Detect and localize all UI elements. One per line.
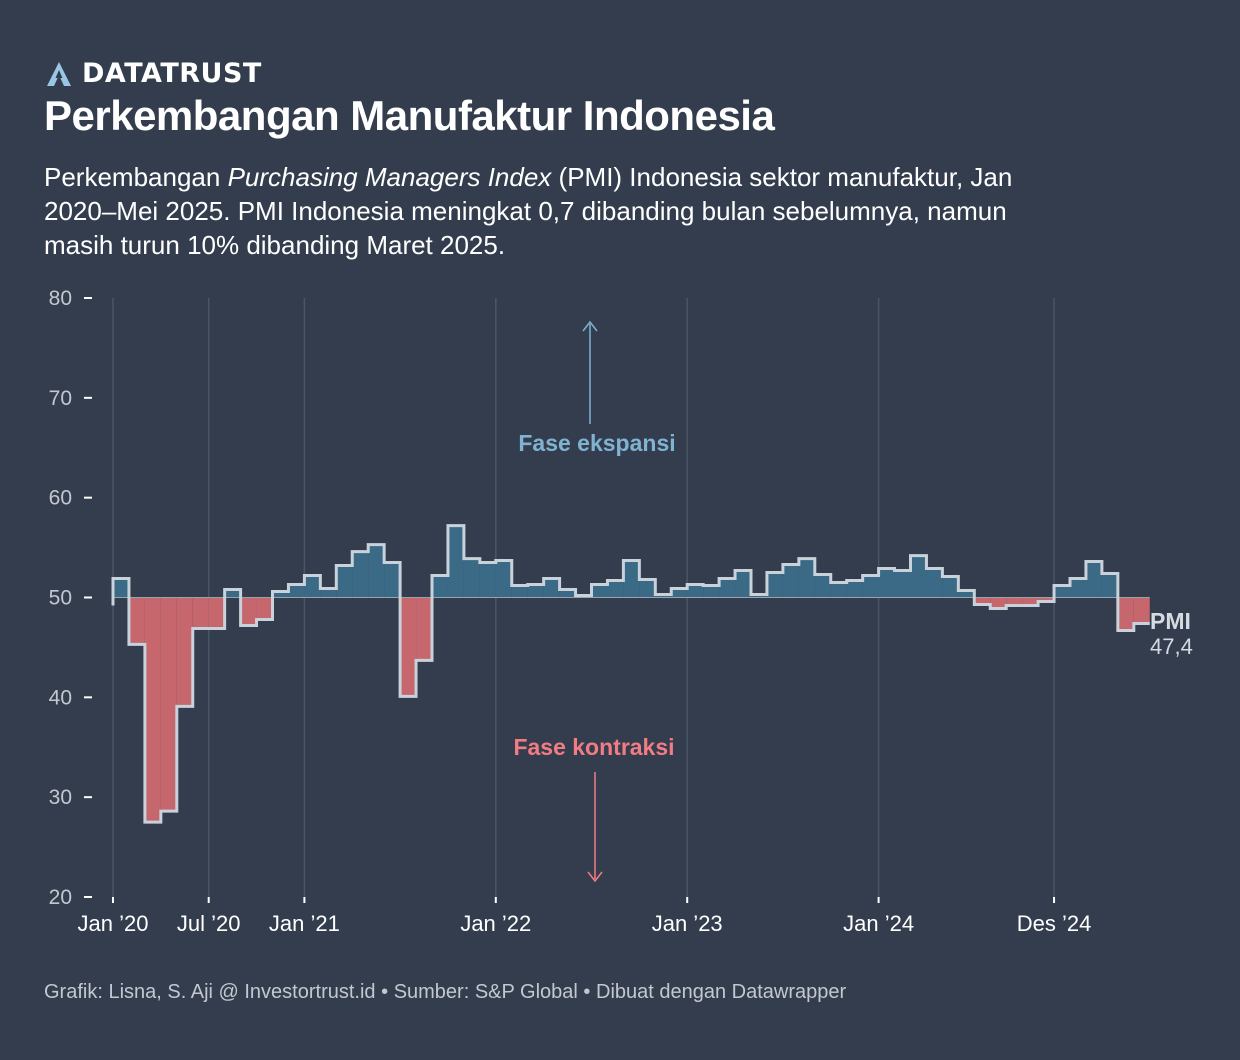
pmi-expansion-bar [910,555,927,598]
pmi-expansion-bar [432,575,448,598]
pmi-expansion-bar [495,560,512,598]
pmi-contraction-bar [416,597,432,661]
pmi-contraction-bar [208,597,225,629]
pmi-contraction-bar [176,597,193,707]
pmi-contraction-bar [1133,597,1150,624]
pmi-step-area-chart: 20 30 40 50 60 70 80 Jan ’20 Jul ’20 Jan ’21 Jan ’… [49,287,1193,936]
pmi-expansion-bar [719,578,736,598]
pmi-expansion-bar [942,576,959,598]
x-tick-label: Jan ’23 [652,911,723,936]
brand-name: DATATRUST [82,58,262,89]
pmi-expansion-bar [639,579,656,598]
pmi-contraction-bar [1006,597,1023,606]
footer-separator: • [381,981,389,1003]
pmi-expansion-bar [1054,585,1070,598]
footer-separator: • [583,981,591,1003]
pmi-contraction-bar [160,597,177,812]
footer-credits: Grafik: Lisna, S. Aji @ Investortrust.id… [44,981,846,1004]
pmi-contraction-bar [1022,597,1039,606]
pmi-expansion-bar [113,578,129,598]
x-tick-label: Jan ’22 [460,911,531,936]
pmi-contraction-bar [128,597,145,645]
y-tick-label: 30 [49,786,72,809]
pmi-expansion-bar [926,568,943,598]
y-tick-label: 50 [49,587,72,610]
x-tick-label: Jan ’24 [843,911,914,936]
pmi-expansion-bar [511,585,528,598]
pmi-expansion-bar [703,585,720,598]
pmi-expansion-bar [782,564,799,598]
pmi-contraction-bar [256,597,273,620]
pmi-expansion-bar [288,584,305,598]
x-tick-label: Des ’24 [1017,911,1092,936]
pmi-expansion-bar [479,562,496,598]
pmi-contraction-bar [192,597,209,629]
pmi-expansion-bar [671,588,688,598]
subtitle-italic: Purchasing Managers Index [227,162,552,192]
brand-header: DATATRUST [46,58,262,89]
pmi-expansion-bar [559,589,576,598]
pmi-expansion-bar [607,580,624,598]
contraction-arrowhead [587,871,603,883]
footer-source: Sumber: S&P Global [393,981,578,1003]
pmi-expansion-bar [1070,578,1086,598]
pmi-end-label-value: 47,4 [1150,634,1193,659]
pmi-step-line [111,524,1150,824]
a-mountain-logo-icon [47,61,71,86]
x-tick-label: Jan ’21 [269,911,340,936]
x-tick-label: Jan ’20 [78,911,149,936]
pmi-expansion-bar [304,575,321,598]
pmi-expansion-bar [463,558,480,598]
pmi-expansion-bar [591,584,608,598]
y-tick-label: 60 [49,487,72,510]
pmi-expansion-bar [798,558,815,598]
pmi-expansion-bar [814,574,831,598]
pmi-expansion-bar [352,551,369,598]
pmi-expansion-bar [527,584,544,598]
pmi-contraction-bar [974,597,991,605]
pmi-contraction-bar [1038,597,1055,602]
pmi-expansion-bar [543,578,560,598]
pmi-expansion-bar [830,582,847,598]
pmi-expansion-bar [846,580,863,598]
pmi-contraction-bar [240,597,257,626]
pmi-expansion-bar [862,575,879,598]
pmi-end-label-name: PMI [1150,608,1191,634]
pmi-expansion-bar [384,562,401,598]
pmi-expansion-bar [272,591,289,598]
pmi-expansion-bar [878,568,895,598]
y-tick-label: 80 [49,287,72,310]
footer-credit: Grafik: Lisna, S. Aji @ Investortrust.id [44,981,376,1003]
pmi-expansion-bar [623,560,640,598]
subtitle-rest: (PMI) Indonesia sektor manufaktur, Jan 2… [44,162,1013,260]
pmi-expansion-bar [894,570,911,598]
pmi-expansion-bar [320,588,337,598]
pmi-contraction-bar [990,597,1007,609]
pmi-expansion-bar [447,525,464,598]
footer-tool: Dibuat dengan Datawrapper [596,981,847,1003]
pmi-contraction-bar [1117,597,1134,631]
expansion-arrowhead [582,320,598,332]
x-tick-label: Jul ’20 [177,911,241,936]
pmi-expansion-bar [687,584,704,598]
pmi-expansion-bar [1101,573,1118,598]
pmi-contraction-bar [144,597,161,823]
chart-subtitle: Perkembangan Purchasing Managers Index (… [44,160,1064,262]
y-tick-label: 40 [49,686,72,709]
pmi-expansion-bar [735,570,751,598]
subtitle-intro: Perkembangan [44,162,228,192]
pmi-expansion-bar [224,589,241,598]
pmi-expansion-bar [766,572,783,598]
pmi-expansion-bar [368,544,385,598]
pmi-expansion-bar [336,565,353,598]
y-tick-label: 20 [49,886,72,909]
pmi-expansion-bar [1085,561,1102,598]
pmi-contraction-bar [400,597,417,697]
pmi-expansion-bar [958,590,975,598]
y-tick-label: 70 [49,387,72,410]
chart-title: Perkembangan Manufaktur Indonesia [44,92,775,139]
expansion-annotation: Fase ekspansi [518,430,675,456]
contraction-annotation: Fase kontraksi [513,734,674,760]
